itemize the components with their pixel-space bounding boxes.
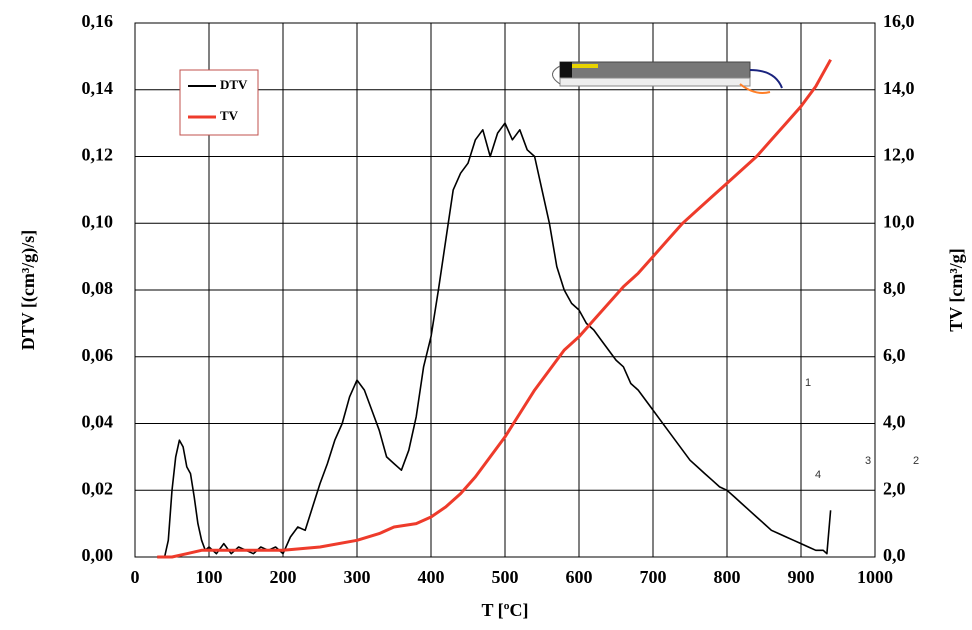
- x-tick-label: 100: [196, 567, 223, 587]
- x-tick-label: 400: [418, 567, 445, 587]
- x-tick-label: 200: [270, 567, 297, 587]
- y2-axis-label: TV [cm³/g]: [946, 248, 966, 332]
- y2-tick-label: 6,0: [883, 345, 906, 365]
- y2-tick-label: 16,0: [883, 11, 915, 31]
- y-axis-label: DTV [(cm³/g)/s]: [18, 230, 39, 351]
- annotation: 2: [913, 455, 919, 467]
- x-tick-label: 900: [788, 567, 815, 587]
- data-line: [157, 58, 832, 559]
- x-tick-label: 500: [492, 567, 519, 587]
- x-tick-label: 300: [344, 567, 371, 587]
- y-tick-label: 0,12: [82, 145, 114, 165]
- y2-tick-label: 8,0: [883, 278, 906, 298]
- legend-label: DTV: [220, 77, 248, 92]
- y-tick-label: 0,16: [82, 11, 114, 31]
- annotation: 1: [805, 377, 811, 389]
- annotation: 3: [865, 455, 871, 467]
- x-axis-label: T [ºC]: [481, 600, 528, 620]
- y2-tick-label: 14,0: [883, 78, 915, 98]
- y2-tick-label: 4,0: [883, 412, 906, 432]
- data-line: [157, 122, 832, 558]
- legend: DTV TV: [179, 69, 259, 136]
- y2-tick-label: 12,0: [883, 145, 915, 165]
- y2-tick-label: 10,0: [883, 211, 915, 231]
- y-tick-label: 0,02: [82, 478, 114, 498]
- y-tick-label: 0,04: [82, 412, 114, 432]
- plot-frame: [134, 22, 876, 558]
- x-tick-label: 1000: [857, 567, 893, 587]
- x-tick-label: 600: [566, 567, 593, 587]
- annotation: 4: [815, 469, 821, 481]
- y2-tick-label: 2,0: [883, 478, 906, 498]
- y-tick-label: 0,10: [82, 211, 114, 231]
- y-tick-label: 0,14: [82, 78, 114, 98]
- y-tick-label: 0,06: [82, 345, 114, 365]
- legend-box: [179, 69, 259, 136]
- x-tick-label: 0: [131, 567, 140, 587]
- y-tick-label: 0,00: [82, 545, 114, 565]
- legend-label: TV: [220, 108, 239, 123]
- inset-diagram: [552, 61, 783, 94]
- y-tick-label: 0,08: [82, 278, 114, 298]
- x-tick-label: 700: [640, 567, 667, 587]
- y2-tick-label: 0,0: [883, 545, 906, 565]
- x-tick-label: 800: [714, 567, 741, 587]
